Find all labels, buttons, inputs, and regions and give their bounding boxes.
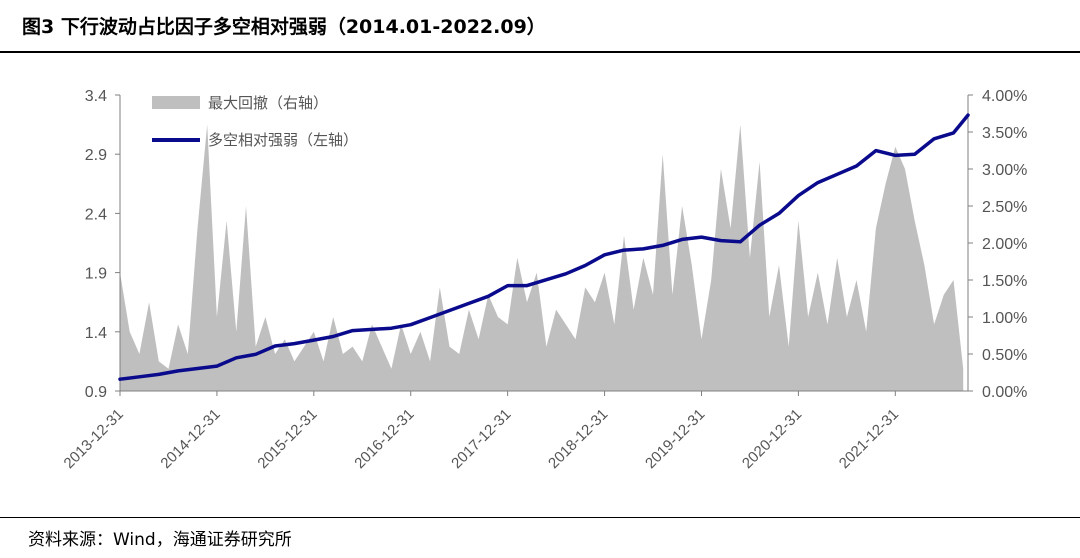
right-tick-label: 3.50% bbox=[982, 125, 1027, 142]
chart-area: 0.9 1.4 1.9 2.4 2.9 3.4 0.00% 0.50% 1.00% 1.50% 2.… bbox=[0, 60, 1080, 518]
x-tick-label: 2017-12-31 bbox=[448, 406, 514, 472]
left-tick-label: 2.4 bbox=[85, 206, 107, 223]
left-tick-label: 1.4 bbox=[85, 325, 107, 342]
source-note: 资料来源：Wind，海通证券研究所 bbox=[28, 530, 292, 550]
chart-svg: 0.9 1.4 1.9 2.4 2.9 3.4 0.00% 0.50% 1.00% 1.50% 2.… bbox=[61, 88, 1028, 472]
left-tick-label: 2.9 bbox=[85, 147, 107, 164]
right-tick-label: 1.00% bbox=[982, 310, 1027, 327]
right-tick-label: 0.50% bbox=[982, 347, 1027, 364]
x-tick-label: 2021-12-31 bbox=[836, 406, 902, 472]
left-tick-label: 0.9 bbox=[85, 384, 107, 401]
right-tick-label: 2.50% bbox=[982, 199, 1027, 216]
right-tick-label: 3.00% bbox=[982, 162, 1027, 179]
x-tick-label: 2014-12-31 bbox=[157, 406, 223, 472]
legend-label-strength: 多空相对强弱（左轴） bbox=[208, 132, 358, 149]
figure-title: 图3 下行波动占比因子多空相对强弱（2014.01-2022.09） bbox=[22, 16, 546, 38]
right-tick-label: 1.50% bbox=[982, 273, 1027, 290]
x-tick-label: 2019-12-31 bbox=[642, 406, 708, 472]
right-tick-label: 0.00% bbox=[982, 384, 1027, 401]
series-line-strength bbox=[118, 113, 970, 381]
x-tick-label: 2018-12-31 bbox=[545, 406, 611, 472]
right-tick-label: 2.00% bbox=[982, 236, 1027, 253]
legend-swatch-drawdown bbox=[152, 96, 200, 109]
left-tick-label: 3.4 bbox=[85, 88, 107, 105]
title-rule bbox=[0, 51, 1080, 53]
x-tick-label: 2015-12-31 bbox=[254, 406, 320, 472]
figure-title-bar: 图3 下行波动占比因子多空相对强弱（2014.01-2022.09） bbox=[0, 0, 1080, 50]
right-tick-label: 4.00% bbox=[982, 88, 1027, 105]
x-tick-label: 2016-12-31 bbox=[351, 406, 417, 472]
source-rule bbox=[0, 517, 1080, 518]
x-tick-label: 2013-12-31 bbox=[61, 406, 127, 472]
x-tick-label: 2020-12-31 bbox=[739, 406, 805, 472]
legend-label-drawdown: 最大回撤（右轴） bbox=[208, 95, 328, 112]
series-area-drawdown bbox=[120, 124, 964, 391]
left-tick-label: 1.9 bbox=[85, 266, 107, 283]
